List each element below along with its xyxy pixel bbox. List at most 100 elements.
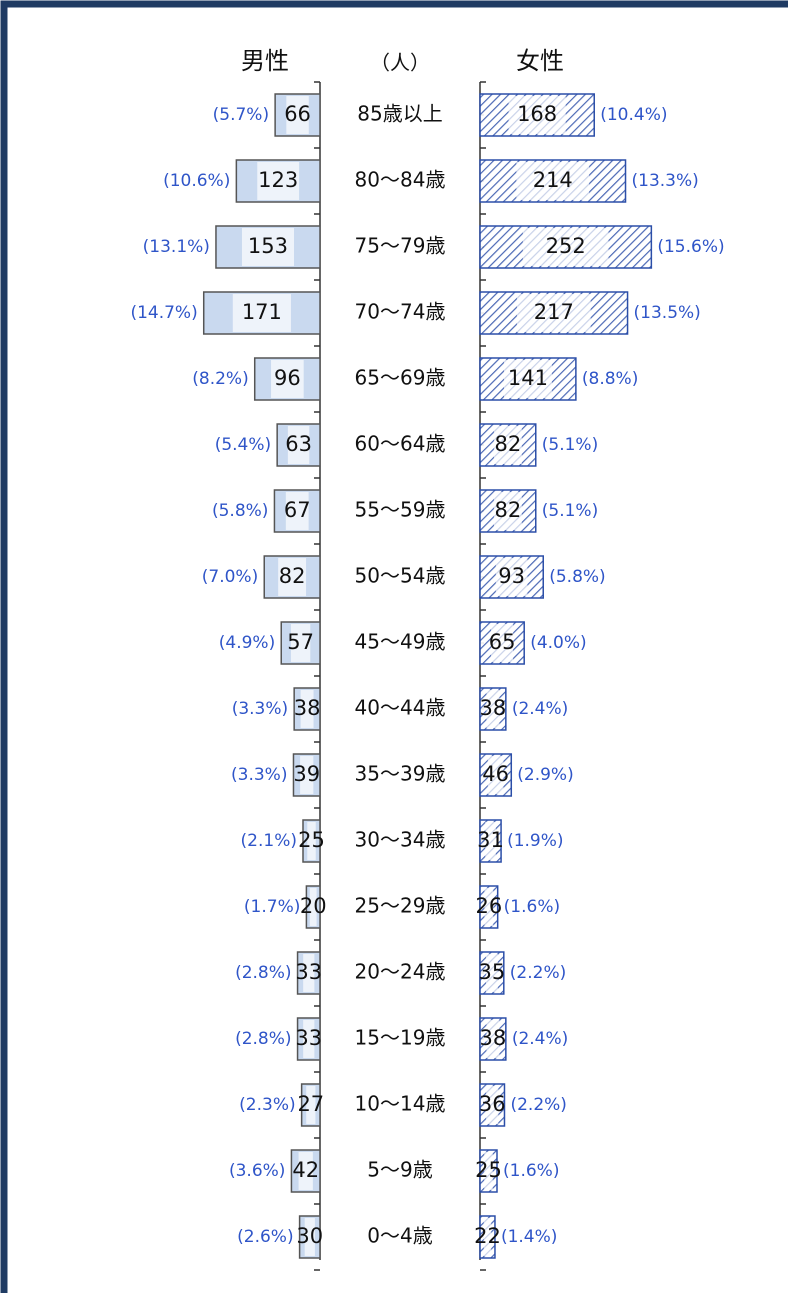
value-label: 93 xyxy=(498,564,525,588)
value-label: 82 xyxy=(495,498,522,522)
category-label: 45〜49歳 xyxy=(355,630,446,654)
bar-highlight xyxy=(516,162,590,200)
percent-label: (13.5%) xyxy=(634,303,701,323)
percent-label: (5.8%) xyxy=(549,567,605,587)
bar-highlight xyxy=(300,690,314,728)
percent-label: (2.2%) xyxy=(510,1095,566,1115)
value-label: 35 xyxy=(479,960,506,984)
percent-label: (8.2%) xyxy=(192,369,248,389)
percent-label: (2.4%) xyxy=(512,699,568,719)
category-label: 30〜34歳 xyxy=(355,828,446,852)
value-label: 20 xyxy=(300,894,327,918)
value-label: 33 xyxy=(295,1026,322,1050)
bar-highlight xyxy=(306,1086,316,1124)
percent-label: (2.8%) xyxy=(235,963,291,983)
value-label: 38 xyxy=(480,1026,507,1050)
category-label: 75〜79歳 xyxy=(355,234,446,258)
bar-highlight xyxy=(516,294,591,332)
bar-highlight xyxy=(303,1020,315,1058)
percent-label: (5.1%) xyxy=(542,435,598,455)
bar-highlight xyxy=(495,558,528,596)
value-label: 82 xyxy=(495,432,522,456)
bar-highlight xyxy=(484,1152,493,1190)
category-label: 55〜59歳 xyxy=(355,498,446,522)
value-label: 31 xyxy=(477,828,504,852)
category-label: 0〜4歳 xyxy=(367,1224,432,1248)
percent-label: (2.4%) xyxy=(512,1029,568,1049)
value-label: 25 xyxy=(298,828,325,852)
value-label: 252 xyxy=(546,234,586,258)
percent-label: (5.8%) xyxy=(212,501,268,521)
percent-label: (4.9%) xyxy=(219,633,275,653)
value-label: 96 xyxy=(274,366,301,390)
bar-highlight xyxy=(300,756,314,794)
bar-highlight xyxy=(290,624,311,662)
value-label: 27 xyxy=(297,1092,324,1116)
value-label: 217 xyxy=(534,300,574,324)
bar-highlight xyxy=(298,1152,313,1190)
category-label: 80〜84歳 xyxy=(355,168,446,192)
bar-highlight xyxy=(484,888,494,926)
value-label: 38 xyxy=(294,696,321,720)
percent-label: (10.4%) xyxy=(600,105,667,125)
value-label: 26 xyxy=(475,894,502,918)
value-label: 38 xyxy=(480,696,507,720)
bar-highlight xyxy=(503,360,552,398)
category-label: 25〜29歳 xyxy=(355,894,446,918)
percent-label: (1.6%) xyxy=(503,1161,559,1181)
percent-label: (5.1%) xyxy=(542,501,598,521)
value-label: 57 xyxy=(287,630,314,654)
percent-label: (3.6%) xyxy=(229,1161,285,1181)
percent-label: (13.3%) xyxy=(632,171,699,191)
category-label: 5〜9歳 xyxy=(367,1158,432,1182)
value-label: 25 xyxy=(475,1158,502,1182)
percent-label: (2.1%) xyxy=(241,831,297,851)
bar-highlight xyxy=(508,96,566,134)
value-label: 39 xyxy=(293,762,320,786)
percent-label: (14.7%) xyxy=(130,303,197,323)
value-label: 153 xyxy=(248,234,288,258)
percent-label: (2.8%) xyxy=(235,1029,291,1049)
value-label: 46 xyxy=(482,762,509,786)
bar-highlight xyxy=(304,1218,315,1256)
bar-highlight xyxy=(241,228,294,266)
percent-label: (3.3%) xyxy=(232,699,288,719)
value-label: 65 xyxy=(489,630,516,654)
bar-highlight xyxy=(286,96,309,134)
category-label: 10〜14歳 xyxy=(355,1092,446,1116)
value-label: 66 xyxy=(284,102,311,126)
percent-label: (5.7%) xyxy=(213,105,269,125)
bar-highlight xyxy=(271,360,304,398)
category-label: 35〜39歳 xyxy=(355,762,446,786)
bar-highlight xyxy=(486,1086,499,1124)
percent-label: (4.0%) xyxy=(530,633,586,653)
value-label: 33 xyxy=(295,960,322,984)
bar-highlight xyxy=(278,558,307,596)
percent-label: (1.7%) xyxy=(244,897,300,917)
value-label: 22 xyxy=(474,1224,501,1248)
category-label: 20〜24歳 xyxy=(355,960,446,984)
category-label: 15〜19歳 xyxy=(355,1026,446,1050)
bar-highlight xyxy=(487,756,504,794)
bar-highlight xyxy=(493,426,522,464)
bar-highlight xyxy=(522,228,609,266)
value-label: 123 xyxy=(258,168,298,192)
percent-label: (2.9%) xyxy=(517,765,573,785)
bar-highlight xyxy=(491,624,514,662)
value-label: 214 xyxy=(533,168,573,192)
bar-highlight xyxy=(285,492,309,530)
bar-highlight xyxy=(232,294,291,332)
value-label: 141 xyxy=(508,366,548,390)
bar-highlight xyxy=(483,1218,492,1256)
percent-label: (10.6%) xyxy=(163,171,230,191)
category-label: 60〜64歳 xyxy=(355,432,446,456)
percent-label: (8.8%) xyxy=(582,369,638,389)
percent-label: (1.4%) xyxy=(501,1227,557,1247)
value-label: 30 xyxy=(296,1224,323,1248)
percent-label: (7.0%) xyxy=(202,567,258,587)
male-header: 男性 xyxy=(241,47,289,75)
unit-label: （人） xyxy=(370,51,430,75)
percent-label: (5.4%) xyxy=(215,435,271,455)
value-label: 36 xyxy=(479,1092,506,1116)
percent-label: (2.6%) xyxy=(237,1227,293,1247)
